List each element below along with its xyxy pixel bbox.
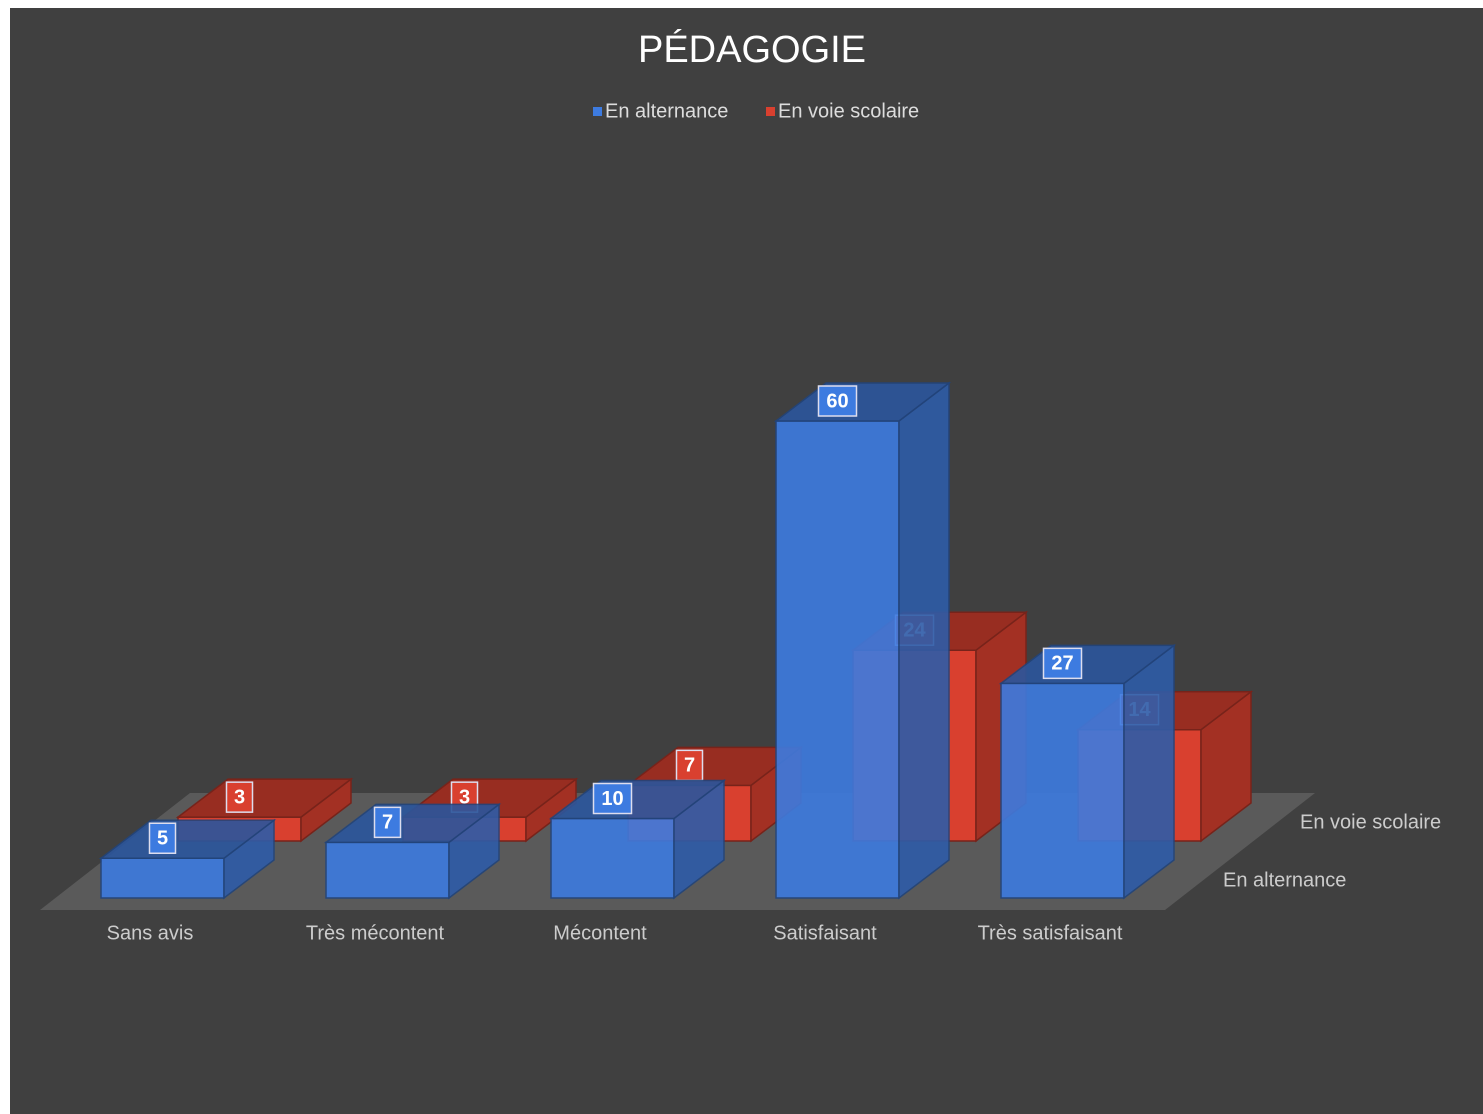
data-label-box xyxy=(592,782,633,815)
bar-front xyxy=(325,841,450,899)
bar-top xyxy=(98,819,277,859)
data-label: 3 xyxy=(234,786,245,808)
bar-side xyxy=(1123,643,1175,900)
data-label: 3 xyxy=(459,786,470,808)
data-label: 5 xyxy=(157,828,168,850)
depth-label: En alternance xyxy=(1223,869,1346,891)
bar-top xyxy=(175,778,354,818)
bar-side xyxy=(898,381,950,900)
data-label: 27 xyxy=(1051,653,1073,675)
x-tick-label: Mécontent xyxy=(553,922,647,944)
legend-label: En alternance xyxy=(605,100,728,122)
data-label-box xyxy=(1042,647,1083,680)
bar-top xyxy=(323,803,502,844)
legend-label: En voie scolaire xyxy=(778,100,919,122)
data-label: 7 xyxy=(684,755,695,777)
x-tick-label: Très mécontent xyxy=(306,922,445,944)
data-label-box xyxy=(817,385,858,417)
legend-swatch xyxy=(766,107,775,116)
bar-front xyxy=(550,817,675,899)
bar-front xyxy=(100,857,225,899)
bar-front xyxy=(1000,682,1125,899)
bar-front xyxy=(775,420,900,899)
data-label-box xyxy=(148,822,177,854)
chart-title: PÉDAGOGIE xyxy=(638,28,866,71)
data-label-box xyxy=(373,806,402,839)
chart-background xyxy=(10,8,1483,1114)
legend-swatch xyxy=(593,107,602,116)
data-label: 60 xyxy=(826,390,848,412)
data-label: 10 xyxy=(601,788,623,810)
x-tick-label: Sans avis xyxy=(107,922,194,944)
depth-label: En voie scolaire xyxy=(1300,811,1441,833)
data-label: 7 xyxy=(382,812,393,834)
data-label-box xyxy=(225,781,254,813)
x-tick-label: Très satisfaisant xyxy=(978,922,1123,944)
x-tick-label: Satisfaisant xyxy=(773,922,877,944)
